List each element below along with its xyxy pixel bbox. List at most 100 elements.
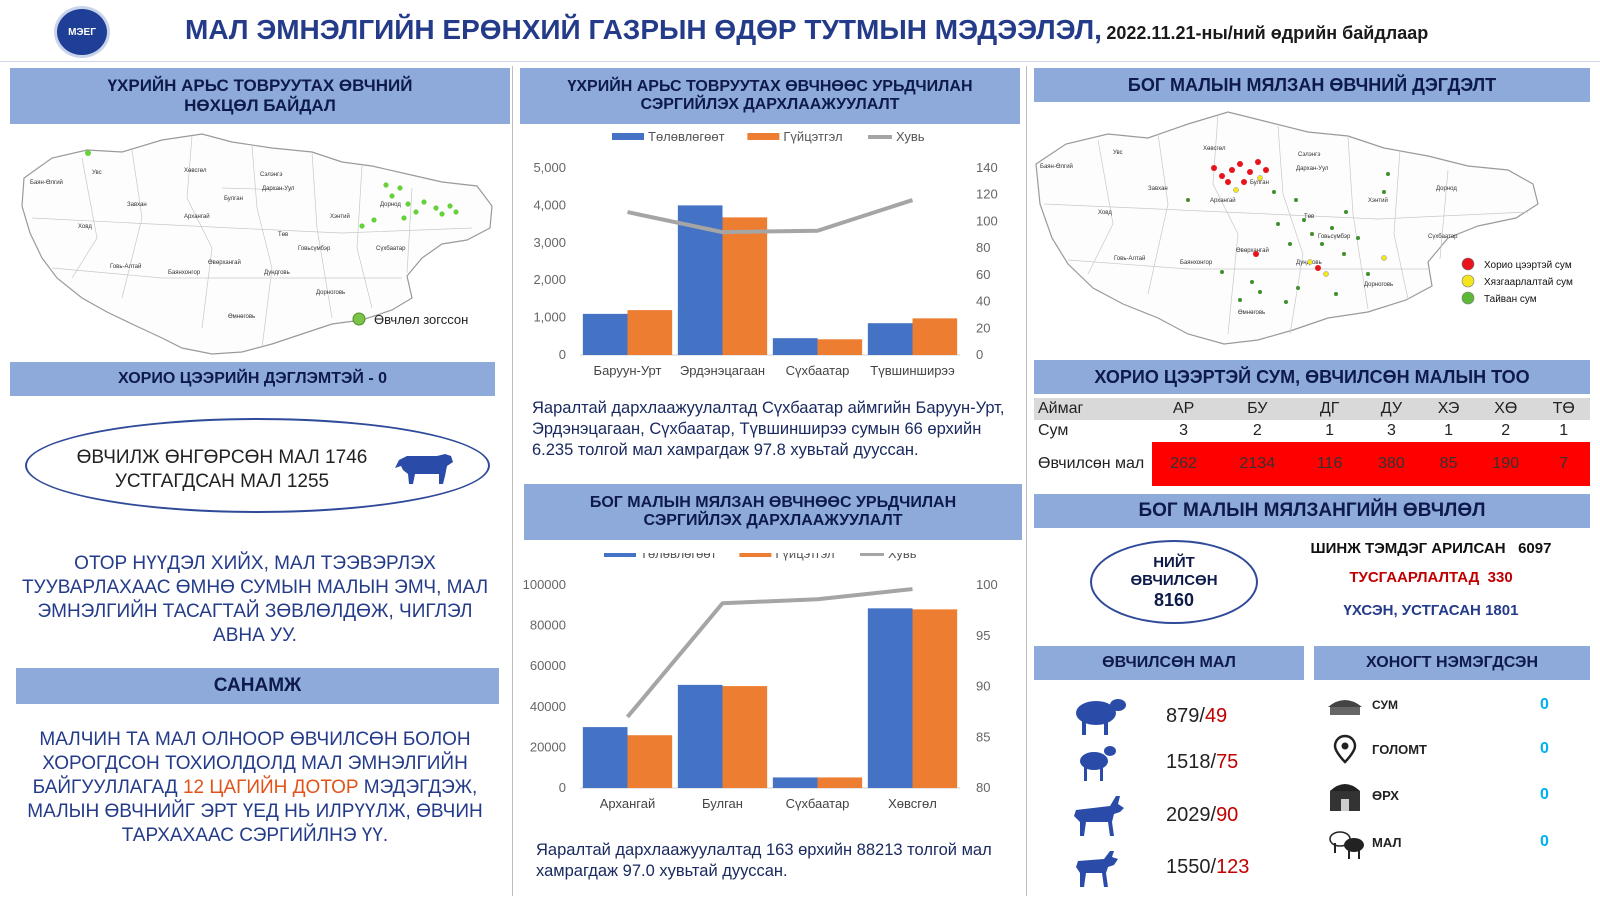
x-tick-label: Сүхбаатар	[786, 796, 850, 811]
notice-text: МАЛЧИН ТА МАЛ ОЛНООР ӨВЧИЛСӨН БОЛОН ХОРО…	[27, 729, 483, 846]
list-item: 1550/123	[1070, 844, 1290, 890]
map-label-khovd: Ховд	[78, 224, 92, 230]
y2-tick-label: 40	[976, 294, 990, 309]
title-text: МАЛ ЭМНЭЛГИЙН ЕРӨНХИЙ ГАЗРЫН ӨДӨР ТУТМЫН…	[185, 14, 1102, 45]
table-sum-label: Сум	[1038, 422, 1069, 439]
list-item: СУМ 0	[1326, 690, 1586, 720]
daily-value: 0	[1540, 696, 1549, 713]
date-text: 2022.11.21-ны/ний өдрийн байдлаар	[1106, 23, 1429, 43]
kid-icon	[1076, 851, 1118, 887]
y-tick-label: 100000	[523, 577, 566, 592]
list-item: ӨРХ 0	[1326, 774, 1586, 816]
symptom-cleared: ШИНЖ ТЭМДЭГ АРИЛСАН 6097	[1310, 540, 1552, 557]
y-tick-label: 0	[559, 780, 566, 795]
chart2-title: БОГ МАЛЫН МЯЛЗАН ӨВЧНӨӨС УРЬДЧИЛАН СЭРГИ…	[524, 484, 1022, 540]
quarantine-table-title: ХОРИО ЦЭЭРТЭЙ СУМ, ӨВЧИЛСӨН МАЛЫН ТОО	[1034, 360, 1590, 394]
sick-animals-title: ӨВЧИЛСӨН МАЛ	[1034, 646, 1304, 680]
x-tick-label: Булган	[702, 796, 743, 811]
table-cell: ДГ	[1299, 398, 1360, 420]
total-sick-oval: НИЙТ ӨВЧИЛСӨН 8160	[1090, 540, 1258, 624]
legend-stopped-marker	[352, 312, 366, 326]
y2-tick-label: 80	[976, 240, 990, 255]
bar	[772, 338, 818, 355]
y2-tick-label: 20	[976, 320, 990, 335]
table-sick-label: Өвчилсөн мал	[1038, 455, 1145, 472]
map-label-dundgovi: Дундговь	[264, 270, 290, 276]
list-item: 2029/90	[1070, 790, 1290, 840]
table-cell: 2	[1501, 422, 1511, 439]
bar	[772, 777, 818, 788]
y2-tick-label: 90	[976, 679, 990, 694]
y-tick-label: 80000	[530, 618, 566, 633]
outbreak-stats: ШИНЖ ТЭМДЭГ АРИЛСАН 6097 ТУСГААРЛАЛТАД 3…	[1276, 540, 1586, 619]
sick-total: 1550	[1166, 855, 1211, 878]
lsd-stats-oval: ӨВЧИЛЖ ӨНГӨРСӨН МАЛ 1746 УСТГАГДСАН МАЛ …	[25, 418, 490, 513]
y2-tick-label: 85	[976, 729, 990, 744]
legend-label: Гүйцэтгэл	[783, 129, 842, 144]
y2-tick-label: 95	[976, 628, 990, 643]
bar	[912, 318, 958, 355]
map-label-khuvsgul: Хөвсгөл	[184, 168, 207, 174]
y2-tick-label: 100	[976, 577, 998, 592]
bar	[867, 323, 913, 355]
table-cell: 2	[1252, 422, 1262, 439]
bar	[817, 339, 863, 355]
legend-swatch	[860, 553, 884, 556]
dead-culled: ҮХСЭН, УСТГАСАН 1801	[1343, 602, 1519, 619]
ppr-map-markers	[1186, 159, 1390, 304]
bar	[722, 686, 768, 788]
total-sick-label: НИЙТ ӨВЧИЛСӨН	[1130, 554, 1218, 589]
ppr-map-label-selenge: Сэлэнгэ	[1298, 152, 1320, 158]
location-pin-icon	[1333, 734, 1357, 764]
ppr-map-label-uvs: Увс	[1113, 150, 1123, 156]
chart2-caption: Яаралтай дархлаажуулалтад 163 өрхийн 882…	[536, 841, 992, 880]
quarantine-table: Аймаг АР БУ ДГ ДУ ХЭ ХӨ ТӨ Сум 3 2 1 3 1…	[1034, 398, 1590, 486]
x-tick-label: Баруун-Урт	[594, 363, 662, 378]
table-row: Аймаг АР БУ ДГ ДУ ХЭ ХӨ ТӨ	[1034, 398, 1590, 420]
logo: МЭЕГ	[54, 6, 110, 58]
ppr-map-label-uvurkhangai: Өвөрхангай	[1236, 247, 1269, 254]
bar	[582, 727, 628, 788]
table-cell: 116	[1299, 442, 1360, 486]
lsd-map: Баян-Өлгий Увс Хөвсгөл Сэлэнгэ Дархан-Уу…	[21, 133, 493, 355]
x-tick-label: Хөвсгөл	[888, 796, 937, 811]
legend-swatch	[612, 133, 644, 140]
table-cell: ТӨ	[1537, 398, 1590, 420]
ppr-map-label-darkhan: Дархан-Уул	[1296, 166, 1329, 172]
table-row: Сум 3 2 1 3 1 2 1	[1034, 420, 1590, 442]
cow-icon	[395, 454, 453, 484]
ppr-map-title: БОГ МАЛЫН МЯЛЗАН ӨВЧНИЙ ДЭГДЭЛТ	[1034, 68, 1590, 102]
legend-swatch	[604, 553, 636, 557]
map-stopped-markers	[85, 150, 459, 229]
y2-tick-label: 60	[976, 267, 990, 282]
y2-tick-label: 100	[976, 213, 998, 228]
map-label-dornogovi: Дорноговь	[316, 290, 345, 296]
notice-title: САНАМЖ	[16, 668, 499, 704]
daily-value: 0	[1540, 786, 1549, 803]
bar	[582, 313, 628, 355]
table-cell: 3	[1386, 422, 1396, 439]
ppr-map-label-arkhangai: Архангай	[1210, 197, 1236, 204]
ppr-map-label-zavkhan: Завхан	[1148, 186, 1168, 192]
table-cell: 1	[1559, 422, 1569, 439]
bar	[867, 608, 913, 788]
table-cell: 262	[1152, 442, 1216, 486]
sick-total: 879	[1166, 704, 1200, 727]
x-tick-label: Сүхбаатар	[786, 363, 850, 378]
page-title: МАЛ ЭМНЭЛГИЙН ЕРӨНХИЙ ГАЗРЫН ӨДӨР ТУТМЫН…	[185, 14, 1428, 46]
map-label-govi-altai: Говь-Алтай	[110, 263, 141, 270]
map-label-bayankhongor: Баянхонгор	[168, 270, 201, 276]
map-label-selenge: Сэлэнгэ	[260, 172, 282, 178]
legend-calm-label: Тайван сум	[1484, 294, 1537, 305]
map-label-darkhan: Дархан-Уул	[262, 186, 295, 192]
y-tick-label: 2,000	[533, 272, 566, 287]
legend-label: Хувь	[888, 553, 917, 561]
sick-new: 123	[1216, 855, 1250, 878]
legend-label: Хувь	[896, 129, 925, 144]
y-tick-label: 0	[559, 347, 566, 362]
total-sick-value: 8160	[1153, 590, 1195, 610]
ppr-map-label-khuvsgul: Хөвсгөл	[1203, 146, 1226, 152]
ppr-map-label-sukhbaatar: Сүхбаатар	[1428, 234, 1458, 240]
y2-tick-label: 140	[976, 160, 998, 175]
y-tick-label: 20000	[530, 739, 566, 754]
